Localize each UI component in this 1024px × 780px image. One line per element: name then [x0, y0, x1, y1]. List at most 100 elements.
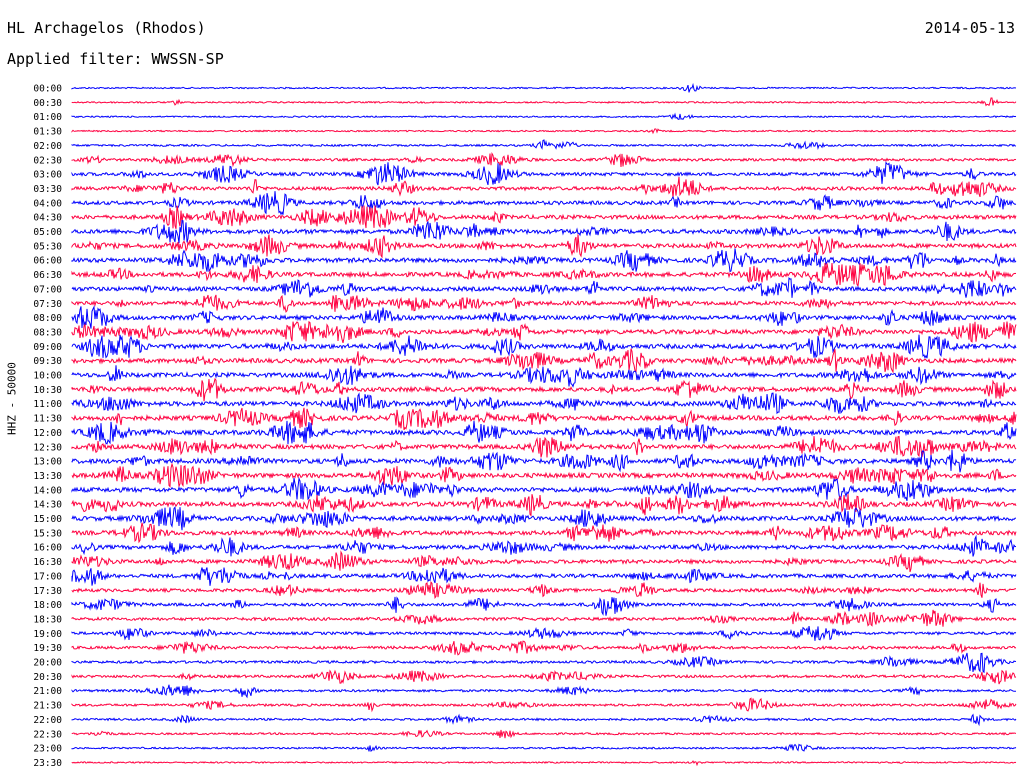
- trace-line: [71, 176, 1017, 198]
- row-time-label: 16:30: [33, 557, 62, 568]
- trace-line: [71, 248, 1017, 273]
- filter-label: Applied filter: WWSSN-SP: [7, 50, 224, 68]
- row-time-label: 21:00: [33, 686, 62, 697]
- row-time-label: 03:00: [33, 170, 62, 181]
- row-time-label: 04:30: [33, 213, 62, 224]
- trace-line: [71, 462, 1017, 489]
- trace-line: [71, 522, 1017, 544]
- row-time-label: 20:00: [33, 658, 62, 669]
- row-time-label: 12:00: [33, 428, 62, 439]
- row-time-label: 18:30: [33, 614, 62, 625]
- trace-line: [71, 449, 1017, 473]
- row-time-label: 07:30: [33, 299, 62, 310]
- row-time-label: 15:00: [33, 514, 62, 525]
- row-time-label: 03:30: [33, 184, 62, 195]
- trace-line: [71, 534, 1017, 557]
- trace-line: [71, 435, 1017, 458]
- row-time-label: 18:00: [33, 600, 62, 611]
- row-time-label: 01:00: [33, 112, 62, 123]
- trace-line: [71, 407, 1017, 431]
- row-time-label: 08:30: [33, 327, 62, 338]
- trace-line: [71, 713, 1017, 727]
- row-time-label: 22:00: [33, 715, 62, 726]
- row-time-label: 21:30: [33, 701, 62, 712]
- trace-line: [71, 581, 1017, 600]
- trace-line: [71, 294, 1017, 313]
- row-time-label: 06:30: [33, 270, 62, 281]
- row-time-label: 10:00: [33, 371, 62, 382]
- trace-line: [71, 262, 1017, 288]
- trace-line: [71, 760, 1017, 767]
- trace-line: [71, 334, 1017, 359]
- row-time-label: 17:00: [33, 571, 62, 582]
- row-time-label: 22:30: [33, 729, 62, 740]
- row-time-label: 06:00: [33, 256, 62, 267]
- trace-line: [71, 493, 1017, 517]
- trace-line: [71, 151, 1017, 168]
- trace-line: [71, 305, 1017, 329]
- row-time-label: 02:30: [33, 155, 62, 166]
- trace-line: [71, 276, 1017, 298]
- trace-line: [71, 365, 1017, 388]
- trace-line: [71, 128, 1017, 135]
- trace-line: [71, 609, 1017, 627]
- trace-line: [71, 377, 1017, 402]
- trace-line: [71, 506, 1017, 531]
- row-time-label: 09:30: [33, 356, 62, 367]
- row-time-label: 16:00: [33, 543, 62, 554]
- row-time-label: 05:00: [33, 227, 62, 238]
- trace-line: [71, 139, 1017, 150]
- row-time-label: 23:30: [33, 758, 62, 769]
- row-time-label: 13:00: [33, 457, 62, 468]
- row-time-label: 23:00: [33, 744, 62, 755]
- row-time-label: 13:30: [33, 471, 62, 482]
- trace-line: [71, 191, 1017, 216]
- row-time-label: 12:30: [33, 442, 62, 453]
- trace-line: [71, 626, 1017, 641]
- row-time-label: 15:30: [33, 528, 62, 539]
- trace-line: [71, 161, 1017, 186]
- trace-line: [71, 596, 1017, 616]
- row-time-label: 05:30: [33, 241, 62, 252]
- row-time-label: 19:30: [33, 643, 62, 654]
- row-time-label: 02:00: [33, 141, 62, 152]
- row-time-label: 00:30: [33, 98, 62, 109]
- row-time-label: 08:00: [33, 313, 62, 324]
- trace-line: [71, 392, 1017, 415]
- trace-line: [71, 420, 1017, 445]
- trace-line: [71, 97, 1017, 107]
- row-time-label: 11:30: [33, 414, 62, 425]
- row-time-label: 09:00: [33, 342, 62, 353]
- trace-line: [71, 652, 1017, 674]
- trace-line: [71, 82, 1017, 93]
- row-time-label: 10:30: [33, 385, 62, 396]
- trace-line: [71, 476, 1017, 501]
- row-time-label: 07:00: [33, 284, 62, 295]
- row-time-label: 11:00: [33, 399, 62, 410]
- trace-line: [71, 567, 1017, 586]
- trace-line: [71, 234, 1017, 259]
- trace-line: [71, 669, 1017, 685]
- row-time-label: 14:30: [33, 500, 62, 511]
- date-label: 2014-05-13: [924, 19, 1015, 37]
- row-time-label: 04:00: [33, 198, 62, 209]
- trace-line: [71, 697, 1017, 713]
- trace-line: [71, 320, 1017, 344]
- trace-line: [71, 640, 1017, 656]
- row-time-label: 00:00: [33, 84, 62, 95]
- row-time-label: 17:30: [33, 586, 62, 597]
- trace-line: [71, 348, 1017, 374]
- trace-line: [71, 684, 1016, 699]
- trace-line: [71, 743, 1017, 753]
- row-time-label: 14:00: [33, 485, 62, 496]
- trace-line: [71, 219, 1017, 244]
- trace-line: [71, 550, 1017, 573]
- station-title: HL Archagelos (Rhodos): [7, 19, 206, 37]
- trace-line: [71, 729, 1017, 739]
- trace-line: [71, 112, 1017, 120]
- row-time-label: 01:30: [33, 127, 62, 138]
- row-time-label: 20:30: [33, 672, 62, 683]
- trace-line: [71, 205, 1017, 230]
- row-time-label: 19:00: [33, 629, 62, 640]
